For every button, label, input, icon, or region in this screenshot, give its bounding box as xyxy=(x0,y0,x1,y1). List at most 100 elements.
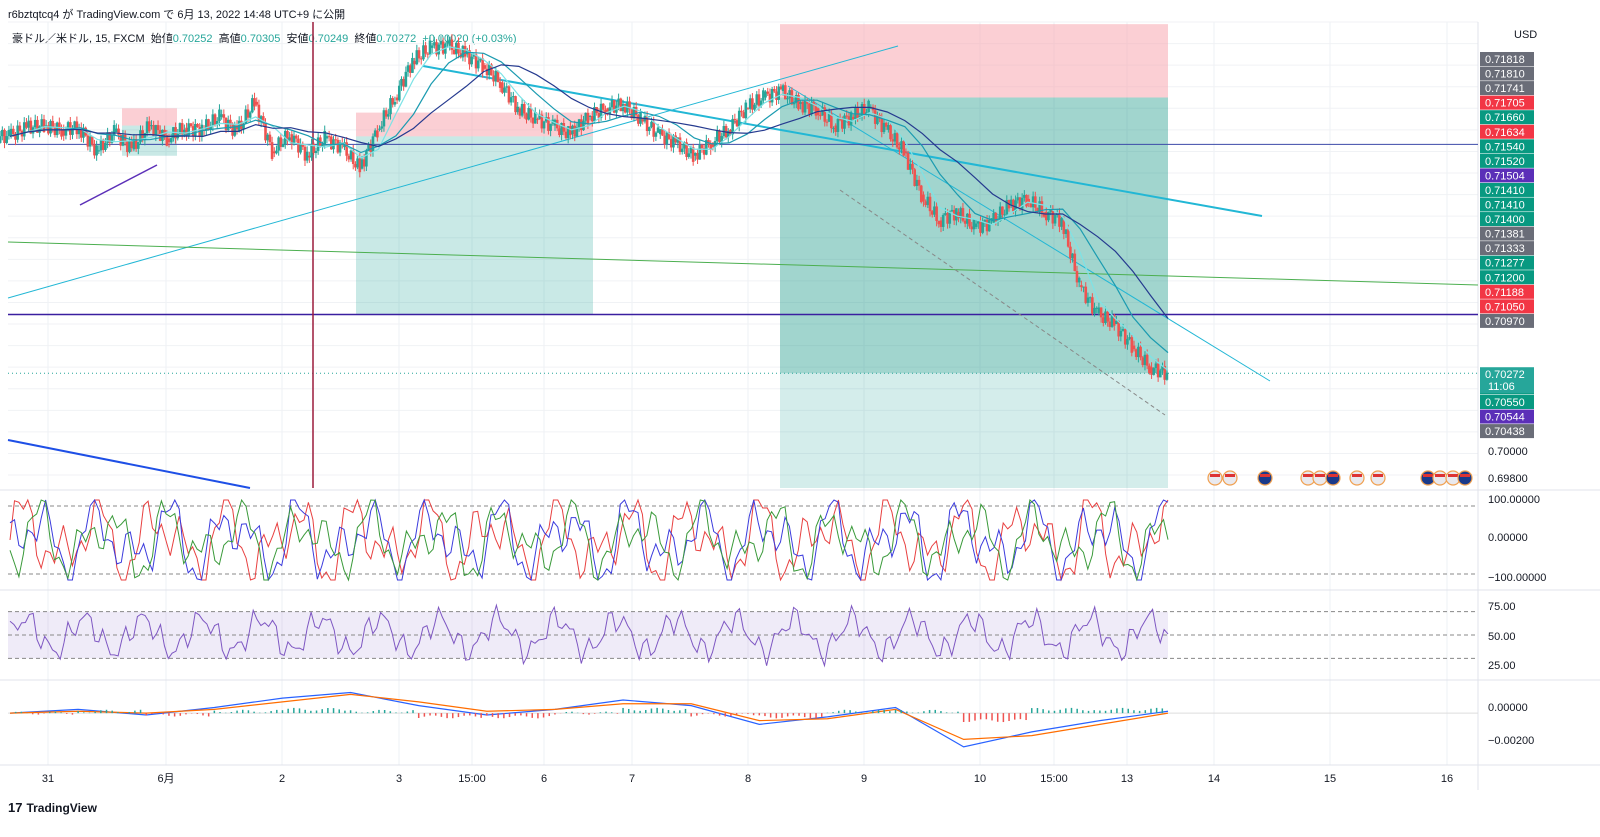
candle-body xyxy=(327,136,331,138)
candle-body xyxy=(86,135,90,147)
close-label: 終値 xyxy=(354,33,377,45)
candle-body xyxy=(7,129,11,137)
candle-body xyxy=(1044,211,1048,221)
candle-body xyxy=(266,134,269,141)
candle-body xyxy=(244,109,248,124)
candle-body xyxy=(18,125,22,131)
candle-body xyxy=(935,206,938,221)
time-tick: 8 xyxy=(745,773,751,785)
price-tag-label: 0.70550 xyxy=(1485,397,1525,409)
candle-body xyxy=(1091,297,1094,314)
candle-body xyxy=(838,118,842,120)
candle-body xyxy=(150,125,153,127)
candle-body xyxy=(650,121,653,128)
candle-body xyxy=(814,105,818,116)
price-tick: 0.69800 xyxy=(1488,473,1528,485)
candle-body xyxy=(490,64,493,76)
candle-body xyxy=(1106,311,1109,322)
candle-body xyxy=(479,58,482,61)
candle-body xyxy=(112,125,116,136)
brand[interactable]: 17 TradingView xyxy=(8,800,97,815)
candle-body xyxy=(1040,201,1044,213)
price-tag xyxy=(1480,153,1534,168)
time-tick: 16 xyxy=(1441,773,1453,785)
candle-body xyxy=(759,100,763,106)
country-flag-icon xyxy=(1457,470,1473,486)
candle-body xyxy=(1009,199,1013,206)
candle-body xyxy=(1132,345,1136,350)
candle-body xyxy=(961,208,965,221)
candle-body xyxy=(66,122,70,131)
time-tick: 10 xyxy=(974,773,986,785)
time-tick: 13 xyxy=(1121,773,1133,785)
candle-body xyxy=(788,90,791,99)
candle-body xyxy=(974,223,978,227)
candle-body xyxy=(569,126,572,136)
candle-body xyxy=(632,106,636,119)
candle-body xyxy=(185,127,188,136)
price-axis[interactable]: 0.71818 0.71810 0.71741 0.71705 0.71660 0.716… xyxy=(1480,52,1546,747)
candle-body xyxy=(137,142,140,149)
candle-body xyxy=(36,119,39,133)
candle-body xyxy=(303,146,307,161)
price-tag-label: 0.71188 xyxy=(1485,287,1524,299)
high-value: 0.70305 xyxy=(240,33,281,45)
candle-body xyxy=(694,152,697,156)
candle-body xyxy=(404,71,408,87)
candle-body xyxy=(167,138,171,143)
candle-body xyxy=(1108,321,1112,327)
country-flag-icon xyxy=(1349,470,1365,486)
candle-body xyxy=(696,152,699,160)
candle-body xyxy=(1165,372,1169,380)
candle-body xyxy=(786,98,789,100)
candle-body xyxy=(775,91,778,100)
candle-body xyxy=(621,103,625,112)
flag-stripe xyxy=(1210,474,1220,477)
candle-body xyxy=(27,120,30,128)
candle-body xyxy=(1060,218,1063,227)
symbol-name[interactable]: 豪ドル／米ドル, 15, FXCM xyxy=(12,33,145,45)
price-tag-label: 0.71050 xyxy=(1485,301,1525,313)
candle-body xyxy=(180,123,184,135)
flag-stripe xyxy=(1303,474,1313,477)
price-tag xyxy=(1480,241,1534,256)
currency-label: USD xyxy=(1514,29,1538,41)
candle-body xyxy=(950,209,954,212)
candle-body xyxy=(494,70,498,82)
rsi-tick: 75.00 xyxy=(1488,601,1516,613)
candle-body xyxy=(231,123,234,136)
candle-body xyxy=(507,86,511,103)
candle-body xyxy=(310,143,313,158)
candle-body xyxy=(783,85,787,100)
candle-body xyxy=(1128,337,1131,339)
candle-body xyxy=(799,101,802,104)
candle-body xyxy=(808,103,811,115)
candle-body xyxy=(426,53,430,55)
candle-body xyxy=(536,119,539,121)
candle-body xyxy=(387,114,390,117)
candle-body xyxy=(198,127,202,137)
candle-body xyxy=(71,129,74,135)
candle-body xyxy=(830,113,833,129)
candle-body xyxy=(413,60,416,65)
candle-body xyxy=(351,150,355,164)
candle-body xyxy=(753,104,756,110)
candle-body xyxy=(904,151,908,154)
candle-body xyxy=(944,213,947,215)
stoch-slow-line xyxy=(9,498,1169,582)
candle-body xyxy=(637,115,640,124)
candle-body xyxy=(983,219,987,222)
candle-body xyxy=(126,141,129,153)
price-tag-label: 0.71400 xyxy=(1485,214,1525,226)
candle-body xyxy=(981,221,984,233)
candle-body xyxy=(523,103,526,114)
candle-body xyxy=(106,132,109,143)
drawing-lines xyxy=(7,22,1479,489)
candle-body xyxy=(963,220,967,224)
candle-body xyxy=(428,40,432,55)
candle-body xyxy=(832,128,835,130)
time-axis[interactable]: 31 6月 2 3 15:00 6 7 8 9 10 15:00 13 14 15 16 xyxy=(42,773,1453,785)
flag-stripe xyxy=(1460,474,1470,477)
time-tick: 9 xyxy=(861,773,867,785)
